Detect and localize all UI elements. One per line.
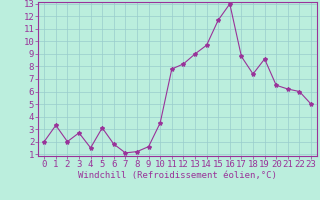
X-axis label: Windchill (Refroidissement éolien,°C): Windchill (Refroidissement éolien,°C) — [78, 171, 277, 180]
